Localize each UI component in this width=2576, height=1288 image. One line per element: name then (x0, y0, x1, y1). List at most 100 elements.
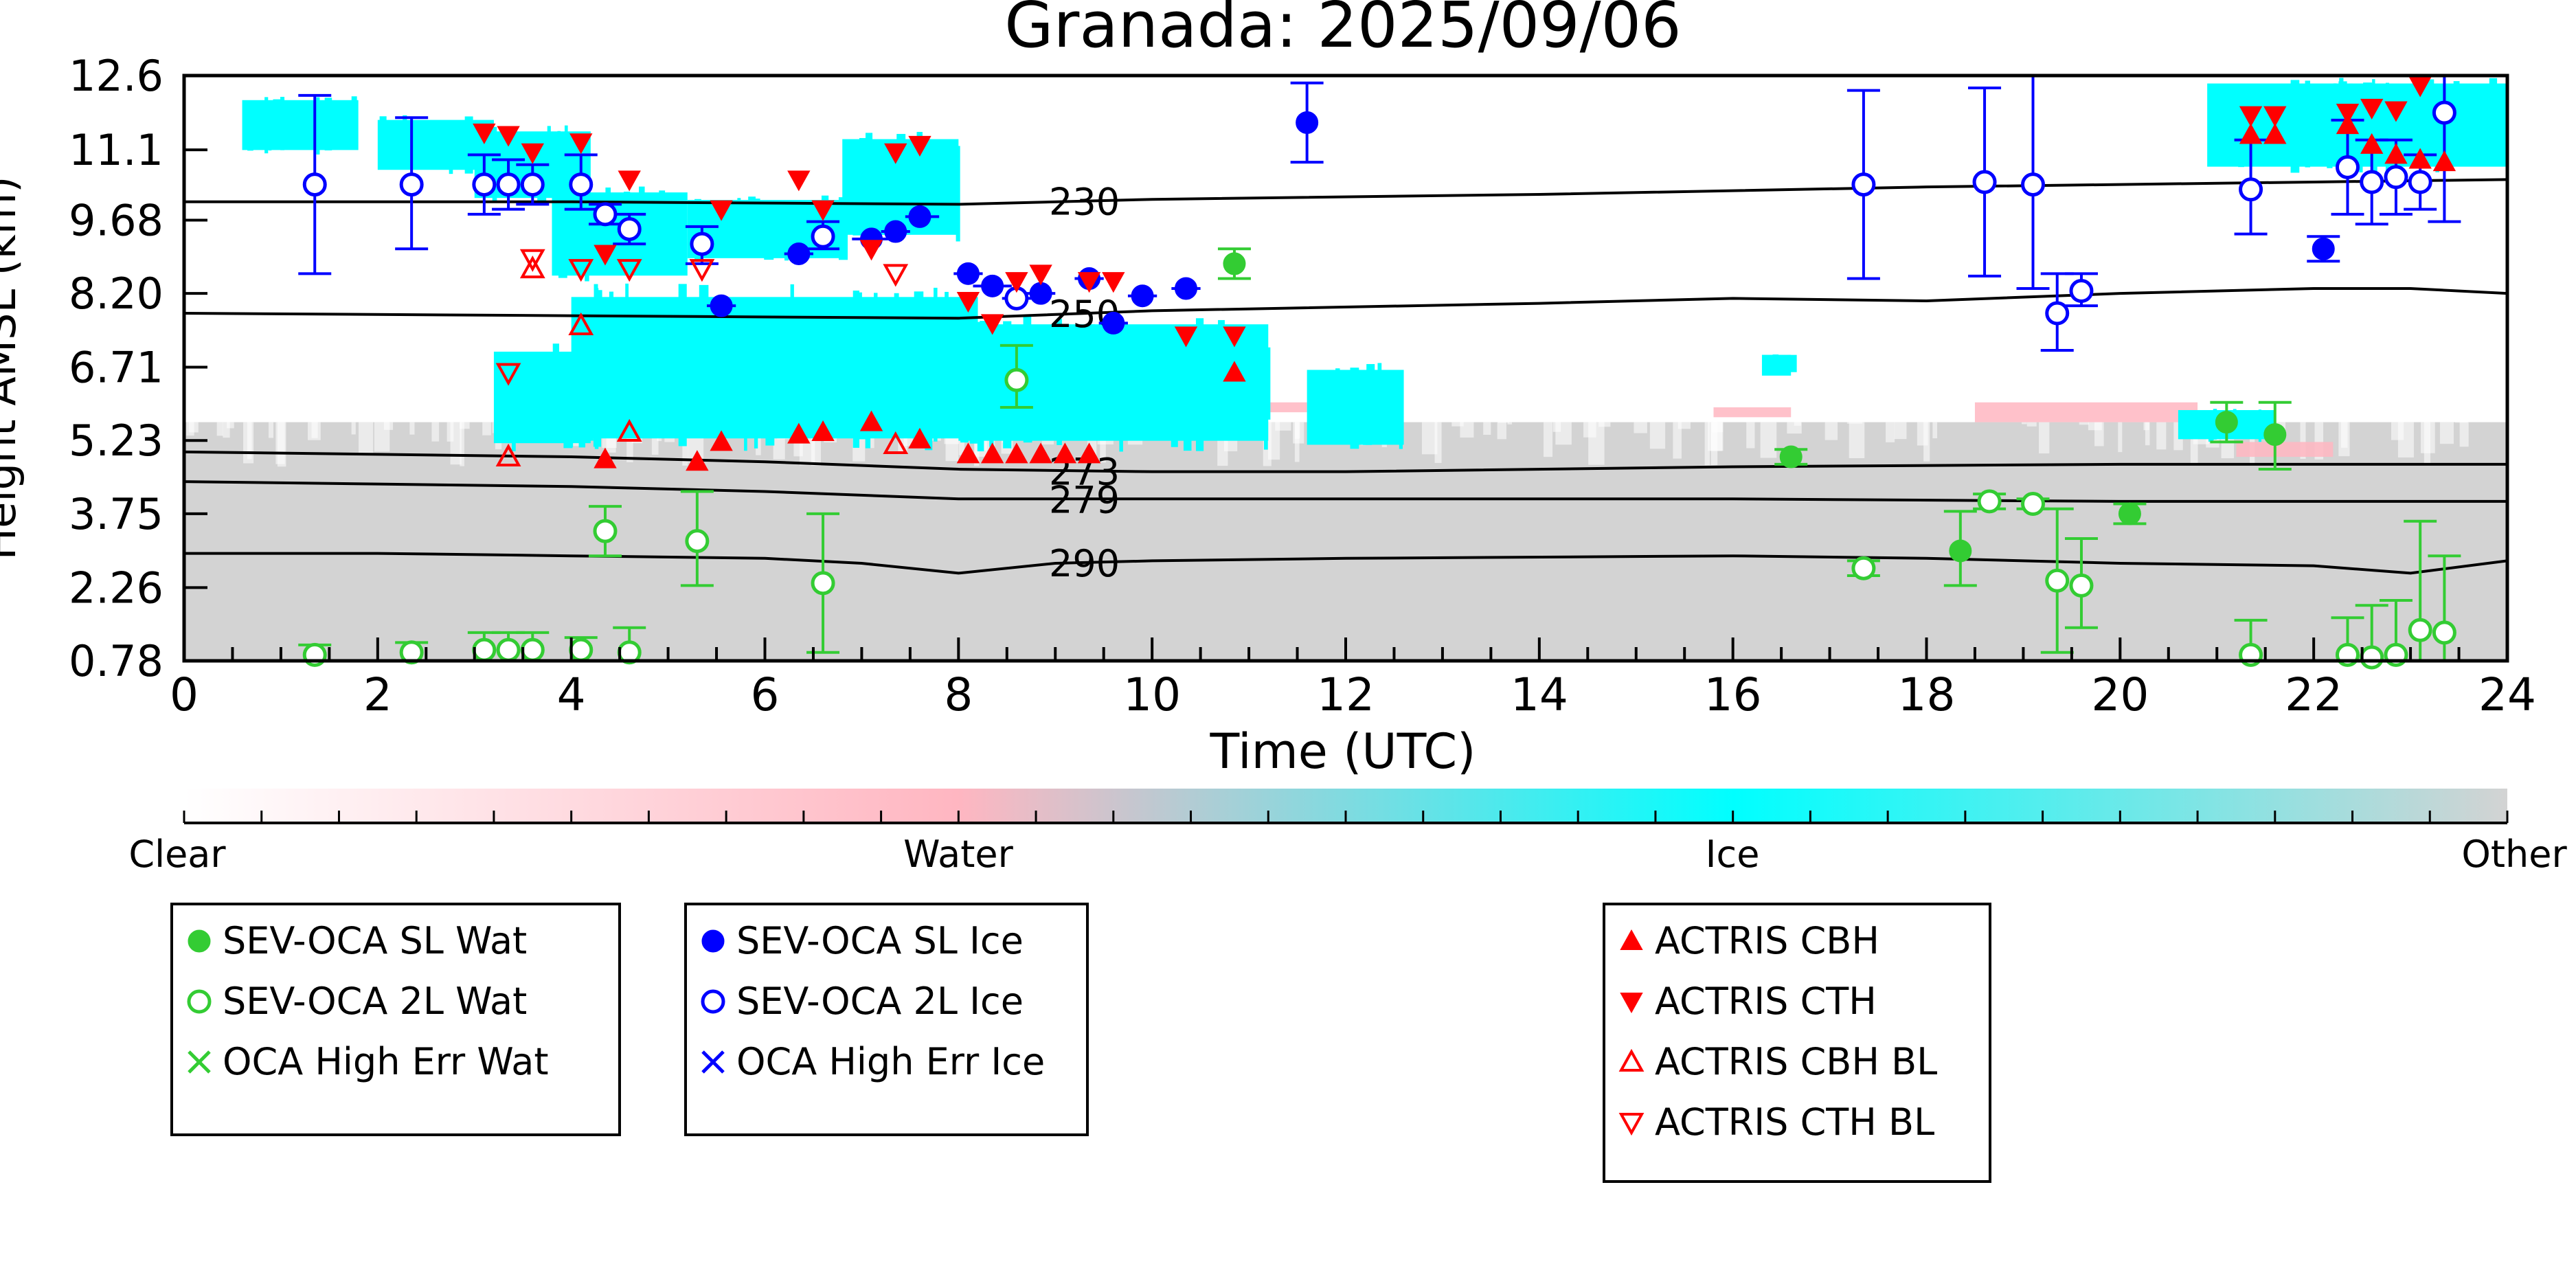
x-tick-label: 2 (363, 668, 392, 721)
sev-oca-sl-ice-point (1174, 277, 1197, 300)
ice-phase-streak (2208, 412, 2213, 442)
actris-cbh-bl-point (883, 431, 909, 455)
y-axis: 0.78 2.26 3.75 5.23 6.71 8.20 9.68 11.1 12.6 (69, 51, 207, 686)
sev-oca-2l-wat-point (593, 519, 618, 543)
ice-phase-streak (1772, 354, 1779, 374)
other-phase-texture (1886, 422, 1895, 442)
isotherm-line (184, 450, 2507, 473)
ice-phase-streak (1232, 344, 1241, 420)
oca-high-err-wat-legend-marker (188, 1050, 211, 1074)
x-tick-label: 24 (2478, 668, 2536, 721)
other-phase-texture (2156, 422, 2167, 450)
other-phase-texture (2079, 422, 2089, 425)
ice-phase-streak (605, 187, 611, 273)
ice-phase-streak (585, 187, 589, 282)
actris-cbh-point (956, 442, 980, 464)
other-phase-texture (216, 422, 223, 436)
sev-oca-2l-ice-point (690, 231, 714, 256)
ice-phase-streak (653, 193, 657, 271)
ice-phase-streak (848, 155, 857, 221)
other-phase-texture (1894, 422, 1907, 440)
ice-phase-streak (1335, 368, 1340, 442)
other-phase-texture (1294, 422, 1300, 462)
ice-phase-streak (449, 128, 453, 174)
ice-phase-streak (2359, 94, 2363, 172)
isotherm-line (184, 480, 2507, 503)
sev-oca-2l-wat-point (1004, 368, 1029, 392)
ice-phase-streak (978, 324, 981, 429)
legend-label: OCA High Err Ice (736, 1040, 1045, 1083)
other-phase-texture (1746, 422, 1755, 449)
legend-item: SEV-OCA 2L Wat (187, 980, 527, 1023)
other-phase-texture (1824, 422, 1838, 440)
ice-phase-streak (798, 202, 805, 261)
ice-phase-streak (722, 210, 732, 257)
ice-phase-streak (273, 99, 282, 144)
legend-item: ACTRIS CBH (1620, 919, 1879, 962)
other-phase-texture (2459, 422, 2469, 447)
y-tick-label: 2.26 (69, 563, 163, 613)
other-phase-texture (651, 422, 659, 455)
legend-box-3: ACTRIS CBH ACTRIS CTH ACTRIS CBH BL ACTRIS … (1603, 903, 1991, 1183)
sev-oca-sl-ice-point (710, 294, 733, 317)
ice-phase-streak (403, 115, 407, 164)
ice-phase-streak (609, 303, 615, 414)
ice-phase-streak (2308, 99, 2318, 152)
other-phase-texture (1673, 422, 1682, 459)
sev-oca-2l-wat-point (1977, 489, 2002, 514)
sev-oca-2l-ice-point (496, 172, 521, 197)
y-tick-label: 0.78 (69, 636, 163, 686)
actris-cbh-point (811, 420, 835, 441)
legend-item: SEV-OCA SL Ice (701, 919, 1024, 962)
ice-phase-streak (914, 291, 924, 434)
isotherm-line (184, 286, 2507, 320)
ice-phase-streak (351, 96, 357, 149)
legend-label: SEV-OCA SL Wat (223, 919, 527, 962)
ice-phase-region (242, 100, 359, 150)
ice-phase-streak (791, 313, 799, 425)
ice-phase-streak (504, 355, 509, 426)
sev-oca-sl-wat-point (1223, 252, 1246, 275)
isotherm-label: 279 (1049, 478, 1120, 521)
ice-phase-streak (330, 105, 339, 144)
other-phase-texture (1267, 422, 1280, 460)
actris-cbh-point (2432, 150, 2456, 172)
actris-cth-point (787, 170, 811, 192)
actris-cth-bl-point (495, 363, 521, 386)
x-tick-label: 22 (2285, 668, 2342, 721)
x-tick-label: 0 (170, 668, 199, 721)
actris-cbh-point (1223, 361, 1246, 382)
actris-cbh-point (1005, 442, 1028, 464)
ice-phase-streak (688, 209, 697, 253)
y-axis-label: Height AMSL (km) (0, 177, 25, 561)
ice-phase-streak (2198, 414, 2206, 439)
actris-cth-point (980, 314, 1004, 335)
sev-oca-sl-ice-point (1029, 282, 1052, 305)
x-tick-label: 6 (751, 668, 780, 721)
ice-phase-streak (1119, 317, 1123, 452)
ice-phase-streak (1057, 319, 1062, 445)
actris-cth-point (1077, 272, 1101, 293)
actris-cth-point (710, 200, 733, 221)
sev-oca-2l-wat-point (2432, 620, 2456, 645)
sev-oca-2l-wat-point (1851, 556, 1876, 580)
ice-phase-streak (2489, 78, 2498, 159)
actris-cbh-legend-marker (1620, 929, 1643, 950)
ice-phase-streak (764, 202, 774, 260)
sev-oca-sl-wat-point (2215, 411, 2238, 434)
isotherm-label: 230 (1049, 181, 1120, 224)
y-tick-label: 9.68 (69, 195, 163, 245)
other-phase-texture (409, 422, 415, 435)
x-tick-label: 8 (944, 668, 973, 721)
sev-oca-sl-ice-point (1296, 111, 1319, 134)
sev-oca-2l-ice-point (472, 172, 497, 197)
actris-cth-point (811, 200, 835, 221)
legend-label: ACTRIS CBH BL (1655, 1040, 1937, 1083)
sev-oca-sl-wat-point (2118, 502, 2141, 526)
ice-phase-streak (874, 293, 878, 416)
ice-phase-streak (280, 96, 285, 150)
other-phase-texture (1497, 422, 1506, 440)
ice-phase-streak (1092, 336, 1101, 427)
